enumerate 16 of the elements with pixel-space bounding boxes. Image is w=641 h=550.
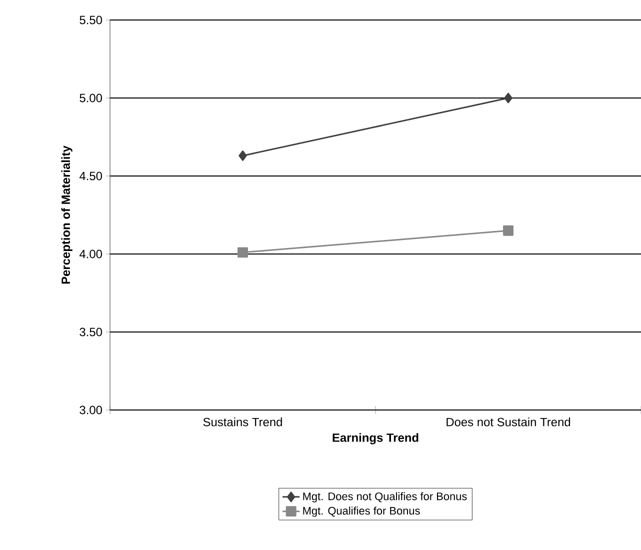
y-tick-label: 3.50 bbox=[80, 328, 102, 336]
y-axis-title: Perception of Materiality bbox=[61, 146, 72, 284]
point bbox=[504, 92, 512, 104]
x-tick-label: Does not Sustain Trend bbox=[446, 418, 570, 426]
x-tick-label: Sustains Trend bbox=[203, 418, 282, 426]
legend-label: Mgt. Qualifies for Bonus bbox=[303, 506, 420, 517]
y-tick-label: 5.50 bbox=[80, 16, 102, 24]
x-axis-title: Earnings Trend bbox=[332, 433, 418, 444]
point bbox=[238, 150, 247, 161]
y-tick-label: 4.00 bbox=[79, 250, 102, 258]
point bbox=[238, 247, 248, 258]
y-tick-label: 4.50 bbox=[79, 172, 102, 180]
y-tick-label: 5.00 bbox=[80, 94, 102, 102]
y-tick-label: 3.00 bbox=[80, 406, 102, 414]
point bbox=[503, 225, 514, 236]
legend-label: Mgt. Does not Qualifies for Bonus bbox=[303, 492, 467, 502]
